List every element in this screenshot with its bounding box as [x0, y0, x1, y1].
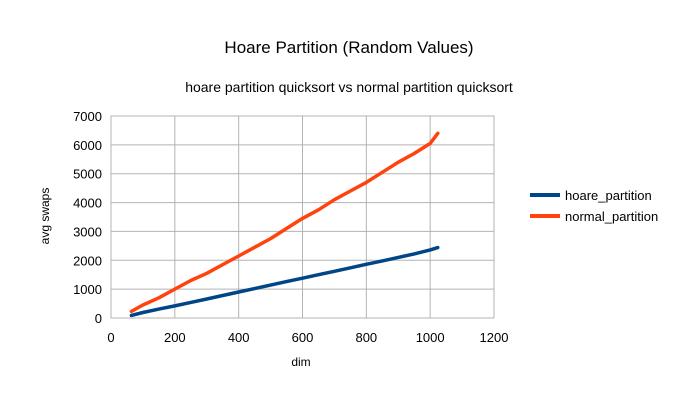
x-tick-label: 0	[107, 330, 114, 345]
x-tick-label: 400	[228, 330, 250, 345]
x-tick-label: 800	[355, 330, 377, 345]
y-tick-label: 6000	[73, 138, 102, 153]
y-axis-label: avg swaps	[38, 188, 52, 245]
y-tick-label: 3000	[73, 224, 102, 239]
y-tick-label: 0	[95, 311, 102, 326]
x-tick-label: 200	[164, 330, 186, 345]
y-tick-label: 4000	[73, 196, 102, 211]
chart-subtitle: hoare partition quicksort vs normal part…	[185, 79, 513, 95]
legend: hoare_partition normal_partition	[530, 188, 658, 224]
series-line-normal-partition	[129, 131, 440, 314]
y-tick-label: 2000	[73, 253, 102, 268]
grid-lines	[110, 115, 495, 319]
legend-label: normal_partition	[565, 209, 658, 224]
series-lines	[129, 131, 440, 318]
x-axis-ticks: 0 200 400 600 800 1000 1200	[107, 330, 508, 345]
y-tick-label: 5000	[73, 167, 102, 182]
x-axis-label: dim	[291, 355, 310, 369]
series-line-hoare-partition	[129, 245, 440, 318]
x-tick-label: 1000	[416, 330, 445, 345]
plot-area	[110, 115, 495, 319]
x-tick-label: 1200	[480, 330, 509, 345]
y-tick-label: 1000	[73, 282, 102, 297]
legend-label: hoare_partition	[565, 188, 652, 203]
x-tick-label: 600	[292, 330, 314, 345]
y-axis-ticks: 0 1000 2000 3000 4000 5000 6000 7000	[73, 109, 102, 326]
chart-title: Hoare Partition (Random Values)	[224, 38, 473, 57]
y-tick-label: 7000	[73, 109, 102, 124]
